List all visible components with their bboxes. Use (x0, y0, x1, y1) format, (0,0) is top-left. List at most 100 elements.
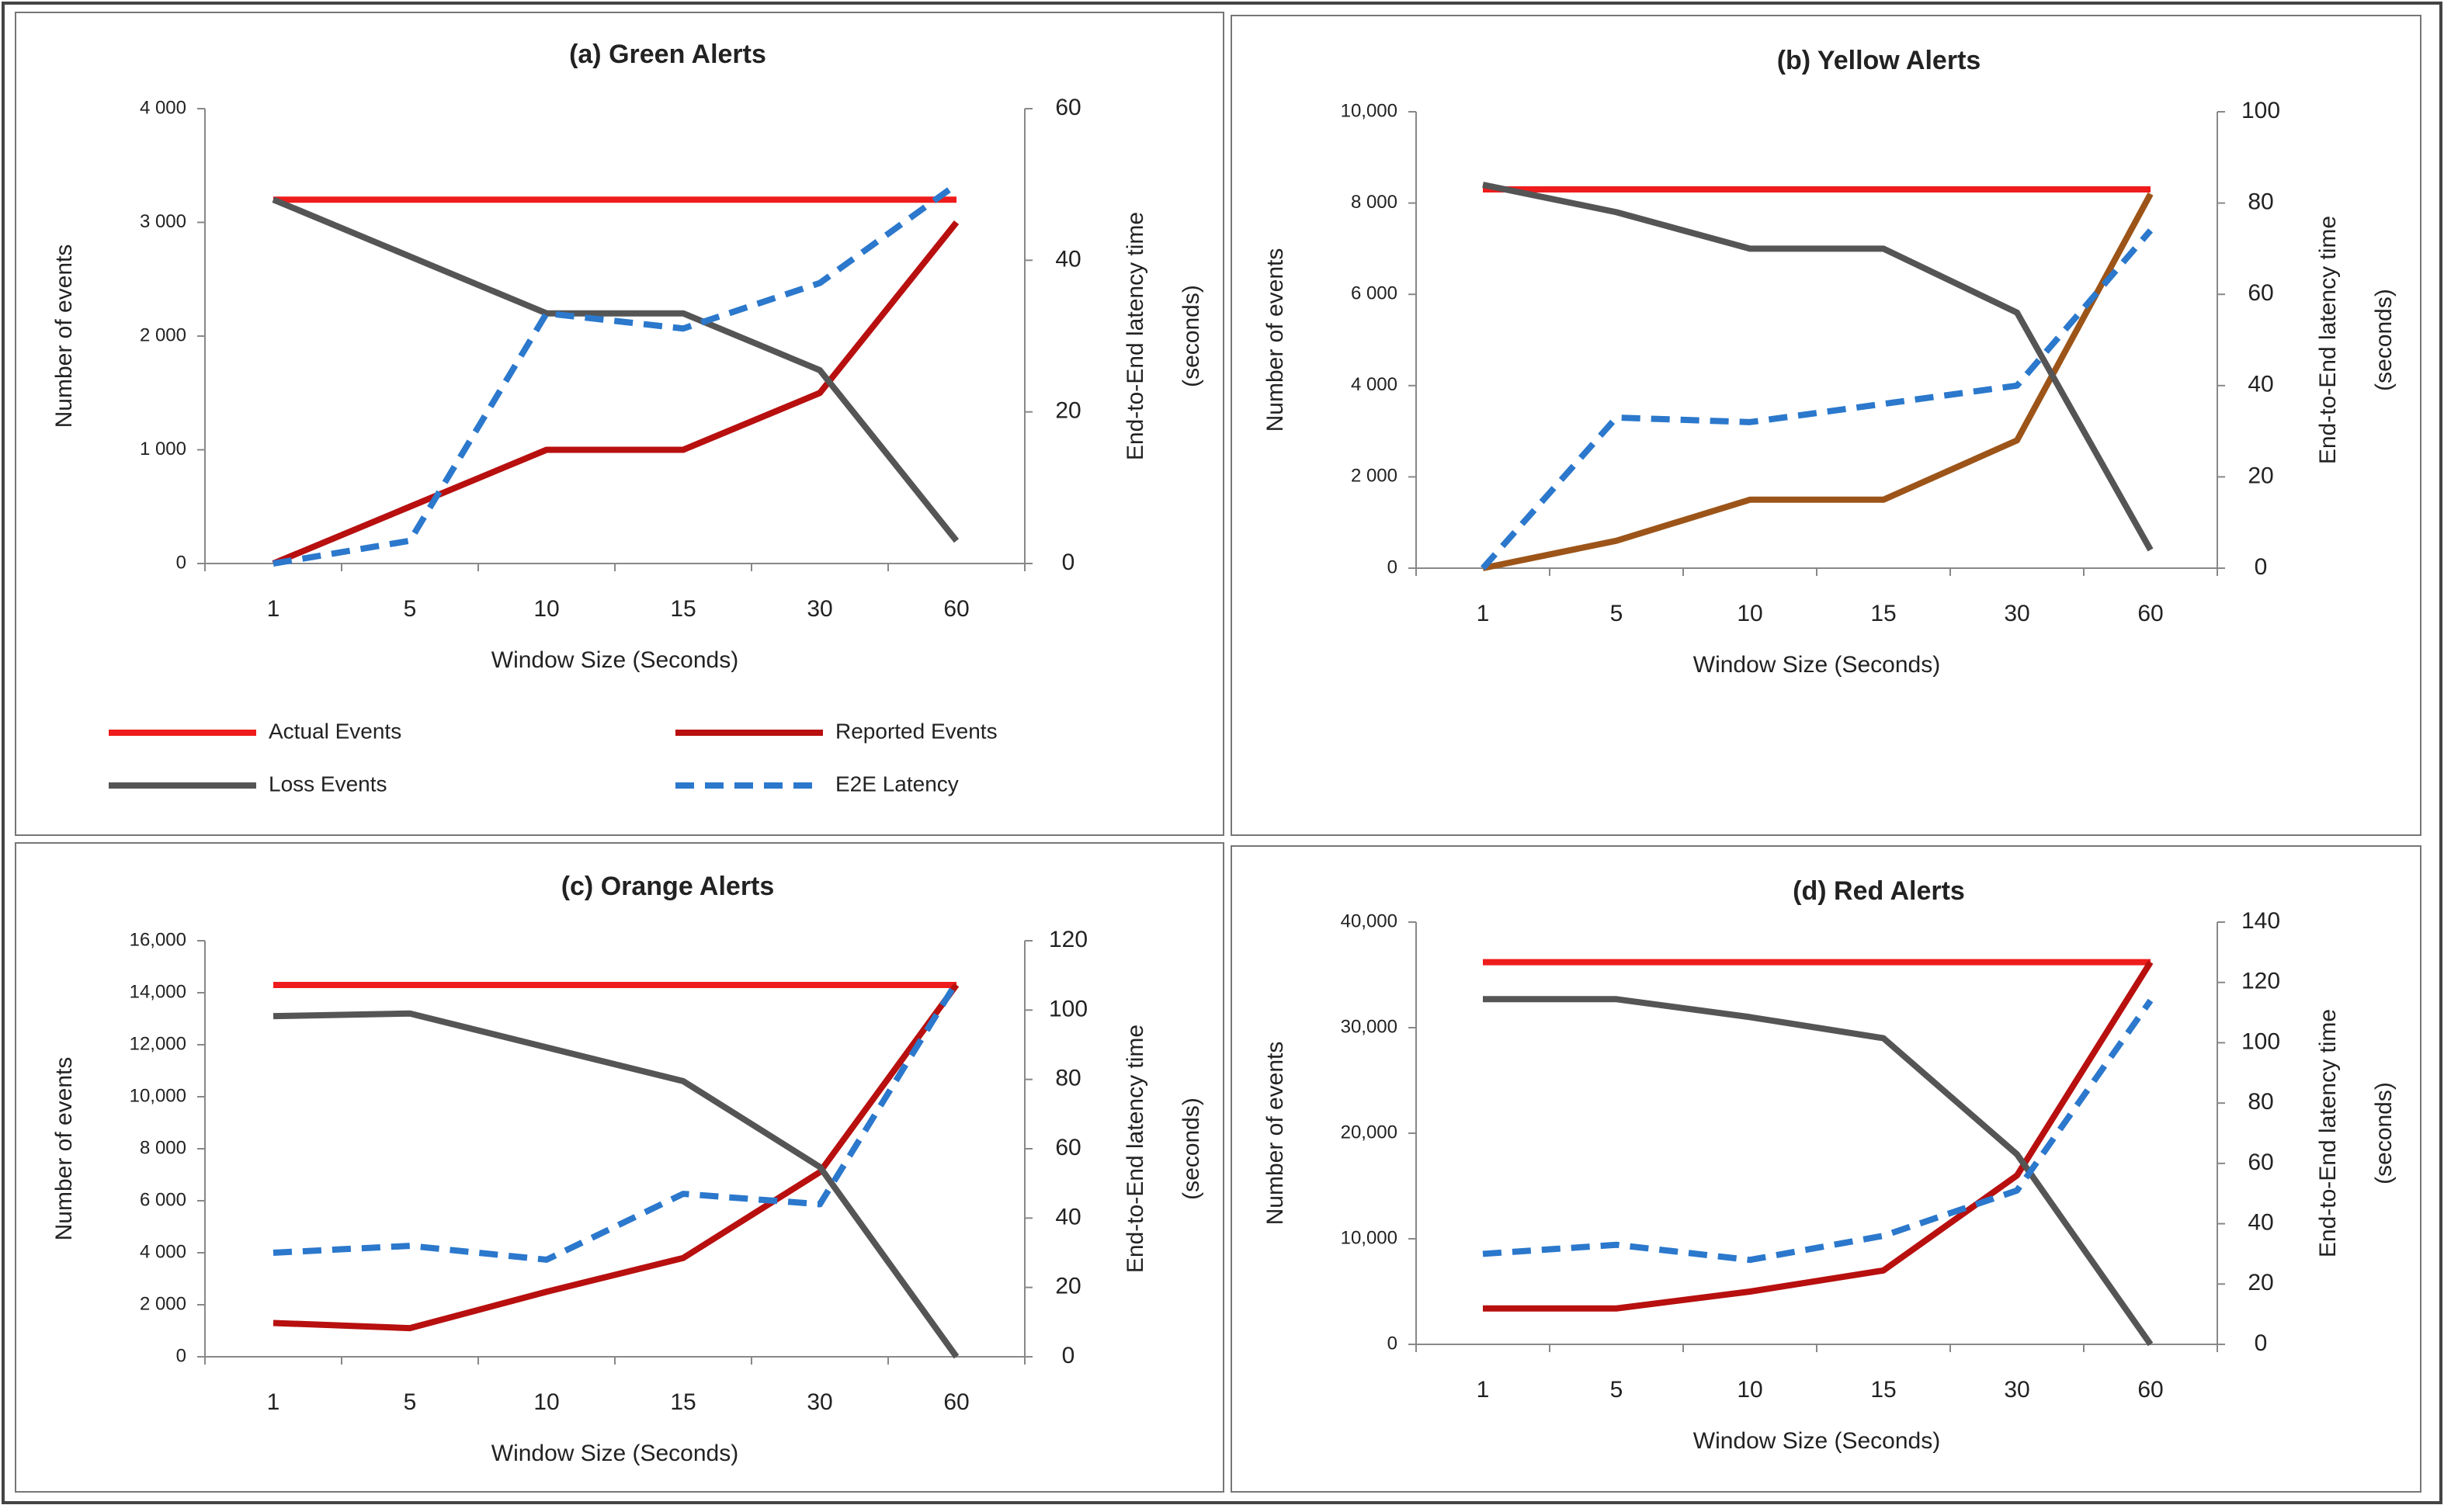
x-tick-label: 60 (943, 1389, 969, 1415)
y-tick-label: 0 (1387, 1333, 1397, 1354)
y-tick-label: 8 000 (1351, 192, 1397, 213)
series-line (273, 980, 960, 1263)
series-line (272, 196, 960, 543)
y2-tick-label: 40 (2248, 372, 2273, 397)
y2-tick-label: 140 (2241, 908, 2280, 934)
y-tick-label: 2 000 (140, 1293, 186, 1314)
y-tick-label: 12,000 (130, 1033, 186, 1054)
series-line (1482, 182, 2154, 552)
y-axis-label: Number of events (51, 244, 77, 428)
y2-tick-label: 60 (1055, 95, 1081, 120)
y2-axis-label: (seconds) (1179, 1098, 1204, 1200)
series-line (273, 983, 960, 1332)
x-tick-label: 30 (807, 596, 832, 622)
series-line (1483, 996, 2154, 1347)
y2-tick-label: 60 (1055, 1135, 1081, 1160)
x-tick-label: 60 (2137, 601, 2163, 626)
series-line (1483, 960, 2154, 1312)
y-tick-label: 6 000 (140, 1189, 186, 1210)
y2-axis-label: End-to-End latency time (1123, 1025, 1148, 1273)
panel-frame (1231, 845, 2421, 1493)
y2-tick-label: 20 (2248, 463, 2273, 488)
y-tick-label: 10,000 (130, 1085, 186, 1106)
x-axis-label: Window Size (Seconds) (1693, 1428, 1940, 1454)
y-tick-label: 4 000 (1351, 374, 1397, 395)
x-tick-label: 10 (533, 596, 559, 622)
y2-tick-label: 0 (1062, 550, 1075, 575)
y2-tick-label: 100 (1049, 996, 1088, 1021)
y2-tick-label: 100 (2241, 98, 2280, 123)
y-tick-label: 4 000 (140, 97, 186, 118)
chart-title: (b) Yellow Alerts (1777, 46, 1981, 75)
series-line (273, 182, 959, 567)
y2-tick-label: 20 (1055, 1274, 1081, 1299)
y-tick-label: 0 (1387, 557, 1397, 577)
chart-title: (d) Red Alerts (1793, 876, 1965, 906)
y2-tick-label: 80 (2248, 1089, 2273, 1115)
y-tick-label: 14,000 (130, 981, 186, 1002)
x-tick-label: 5 (404, 1389, 417, 1415)
y2-tick-label: 120 (2241, 969, 2280, 994)
y2-tick-label: 40 (2248, 1209, 2273, 1235)
x-axis-label: Window Size (Seconds) (491, 1441, 738, 1466)
panel-frame (15, 842, 1224, 1493)
y-tick-label: 0 (176, 1345, 186, 1366)
y-tick-label: 30,000 (1341, 1016, 1397, 1037)
y2-tick-label: 0 (2255, 1330, 2268, 1356)
y-tick-label: 10,000 (1341, 100, 1397, 121)
x-tick-label: 5 (404, 596, 417, 622)
y-tick-label: 2 000 (1351, 466, 1397, 487)
y-tick-label: 1 000 (140, 439, 186, 459)
x-tick-label: 1 (1477, 1377, 1490, 1403)
y2-tick-label: 60 (2248, 280, 2273, 306)
x-axis-label: Window Size (Seconds) (491, 647, 738, 673)
x-tick-label: 10 (1737, 1377, 1762, 1403)
series-line (1482, 998, 2154, 1264)
y2-tick-label: 40 (1055, 246, 1081, 272)
x-tick-label: 15 (670, 1389, 696, 1415)
y2-axis-label: End-to-End latency time (1123, 212, 1148, 460)
y2-axis-label: End-to-End latency time (2315, 216, 2341, 464)
x-tick-label: 15 (670, 596, 696, 622)
x-tick-label: 5 (1610, 1377, 1623, 1403)
panel-frame (1231, 15, 2421, 836)
y2-tick-label: 40 (1055, 1204, 1081, 1229)
y-axis-label: Number of events (1262, 248, 1288, 432)
y2-tick-label: 80 (2248, 189, 2273, 215)
y-tick-label: 16,000 (130, 929, 186, 950)
y-tick-label: 20,000 (1341, 1122, 1397, 1143)
legend-label: Reported Events (835, 719, 998, 743)
y-tick-label: 8 000 (140, 1137, 186, 1158)
chart-title: (a) Green Alerts (569, 40, 766, 69)
x-tick-label: 10 (533, 1389, 559, 1415)
chart-title: (c) Orange Alerts (561, 872, 775, 901)
y2-axis-label: End-to-End latency time (2315, 1009, 2341, 1257)
legend-label: Actual Events (269, 719, 401, 743)
y-tick-label: 4 000 (140, 1241, 186, 1262)
x-tick-label: 15 (1870, 1377, 1896, 1403)
x-axis-label: Window Size (Seconds) (1693, 652, 1940, 678)
y-tick-label: 6 000 (1351, 283, 1397, 304)
y-tick-label: 0 (176, 552, 186, 573)
y-tick-label: 40,000 (1341, 910, 1397, 931)
y2-tick-label: 60 (2248, 1150, 2273, 1175)
x-tick-label: 1 (1477, 601, 1490, 626)
x-tick-label: 10 (1737, 601, 1762, 626)
y2-tick-label: 20 (1055, 398, 1081, 424)
y-tick-label: 3 000 (140, 211, 186, 232)
y-axis-label: Number of events (1262, 1042, 1288, 1226)
x-tick-label: 60 (943, 596, 969, 622)
legend-label: Loss Events (269, 772, 387, 796)
x-tick-label: 60 (2137, 1377, 2163, 1403)
y2-axis-label: (seconds) (1179, 285, 1204, 387)
y2-tick-label: 0 (2255, 554, 2268, 580)
y2-tick-label: 80 (1055, 1066, 1081, 1091)
y2-tick-label: 20 (2248, 1270, 2273, 1295)
x-tick-label: 1 (267, 1389, 280, 1415)
x-tick-label: 1 (267, 596, 280, 622)
y2-axis-label: (seconds) (2371, 1082, 2397, 1184)
x-tick-label: 30 (2004, 601, 2029, 626)
y2-tick-label: 120 (1049, 927, 1088, 952)
